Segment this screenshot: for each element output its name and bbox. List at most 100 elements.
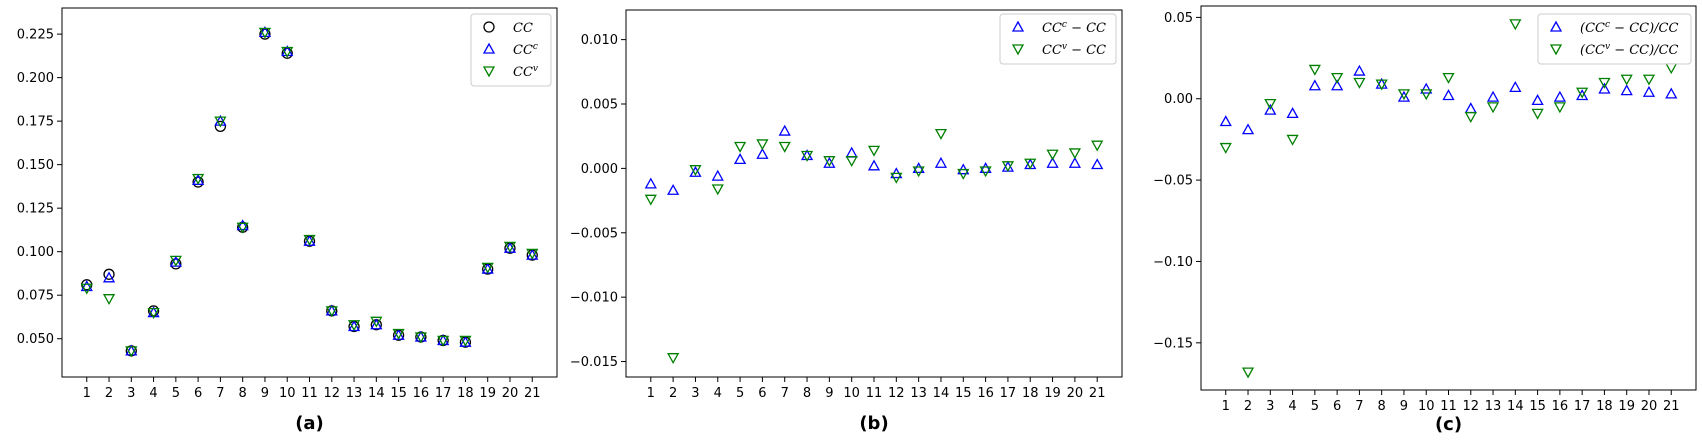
data-point-triangle-down	[756, 139, 769, 151]
x-tick-label: 13	[346, 386, 363, 401]
legend: (CCc − CC)/CC (CCv − CC)/CC	[1537, 13, 1692, 65]
panel-b: 1 2 3 4 5 6 7 8 9 10 11 12 13 14 15 16 17 18 19 20 210.0100.…	[570, 9, 1123, 434]
data-point-triangle-up	[1642, 85, 1656, 97]
y-tick-label: −0.05	[1153, 174, 1193, 189]
x-tick-label: 9	[261, 386, 269, 401]
x-tick-label: 2	[105, 386, 113, 401]
legend-marker-triangle-up	[1011, 20, 1025, 32]
y-tick-label: −0.15	[1153, 336, 1193, 351]
data-point-triangle-down	[867, 145, 881, 157]
data-point-triangle-down	[979, 166, 992, 178]
plot-frame	[625, 9, 1123, 378]
x-tick-label: 11	[1440, 399, 1457, 414]
data-point-triangle-up	[823, 156, 836, 168]
x-tick-label: 3	[1266, 399, 1274, 414]
data-point-triangle-down	[1091, 140, 1104, 152]
data-point-triangle-down	[370, 316, 383, 328]
data-point-triangle-up	[1553, 90, 1566, 102]
x-tick-label: 2	[1244, 399, 1252, 414]
data-point-triangle-up	[1046, 156, 1059, 168]
data-point-triangle-up	[1091, 158, 1104, 170]
y-tick-label: −0.005	[570, 226, 618, 241]
data-point-triangle-down	[845, 156, 858, 168]
legend: CCc − CC CCv − CC	[999, 13, 1117, 65]
x-tick-label: 7	[216, 386, 224, 401]
data-point-triangle-up	[102, 271, 116, 283]
data-point-triangle-up	[689, 165, 702, 177]
y-tick-label: 0.175	[17, 115, 54, 130]
data-point-triangle-down	[1420, 89, 1433, 101]
data-point-circle	[103, 268, 115, 280]
data-point-triangle-down	[1642, 74, 1656, 86]
data-point-triangle-down	[1331, 72, 1344, 84]
x-tick-label: 18	[1596, 399, 1613, 414]
data-point-triangle-up	[979, 162, 992, 174]
data-point-triangle-down	[1068, 148, 1081, 160]
data-point-circle	[281, 47, 293, 59]
data-point-triangle-down	[689, 165, 702, 177]
x-tick-label: 17	[1574, 399, 1591, 414]
data-point-triangle-down	[347, 320, 361, 332]
x-tick-label: 7	[1355, 399, 1363, 414]
data-point-triangle-down	[1620, 74, 1633, 86]
data-point-triangle-up	[1576, 89, 1589, 101]
data-point-triangle-down	[667, 353, 680, 365]
data-point-triangle-up	[1353, 64, 1366, 76]
legend: CC CCc CCv	[470, 13, 552, 87]
data-point-triangle-up	[644, 177, 657, 189]
data-point-triangle-down	[934, 128, 948, 140]
data-point-triangle-down	[1665, 63, 1678, 75]
data-point-triangle-down	[1264, 98, 1277, 110]
x-tick-label: 6	[1333, 399, 1341, 414]
data-point-triangle-down	[1286, 134, 1299, 146]
data-point-triangle-down	[733, 141, 747, 153]
x-tick-label: 12	[1463, 399, 1480, 414]
data-point-triangle-down	[459, 335, 472, 347]
legend-label: (CCc − CC)/CC	[1580, 20, 1678, 36]
data-point-triangle-down	[125, 346, 138, 358]
data-point-triangle-down	[437, 335, 450, 347]
legend-label: CCc − CC	[1042, 20, 1106, 36]
x-tick-label: 3	[691, 386, 699, 401]
data-point-triangle-down	[102, 294, 116, 306]
data-point-triangle-up	[1308, 79, 1321, 91]
data-point-triangle-up	[1264, 103, 1277, 115]
x-tick-label: 5	[1311, 399, 1319, 414]
x-tick-label: 8	[239, 386, 247, 401]
data-point-triangle-up	[733, 153, 747, 165]
x-tick-label: 12	[324, 386, 341, 401]
data-point-triangle-down	[325, 306, 338, 318]
data-point-triangle-up	[1219, 115, 1232, 127]
x-tick-label: 15	[955, 386, 972, 401]
data-point-triangle-down	[1509, 19, 1522, 31]
data-point-triangle-up	[845, 146, 858, 158]
data-point-triangle-down	[526, 248, 539, 260]
legend-label: CCc	[513, 42, 538, 58]
data-point-triangle-down	[823, 156, 836, 168]
data-point-triangle-up	[1068, 156, 1081, 168]
x-tick-label: 3	[127, 386, 135, 401]
x-tick-label: 19	[1618, 399, 1635, 414]
data-point-triangle-up	[711, 169, 724, 181]
legend-marker-triangle-up	[1549, 20, 1563, 32]
x-tick-label: 16	[413, 386, 430, 401]
data-point-triangle-up	[867, 159, 881, 171]
x-tick-label: 9	[1400, 399, 1408, 414]
x-tick-label: 21	[524, 386, 541, 401]
data-point-triangle-down	[1397, 89, 1411, 101]
data-point-triangle-down	[800, 150, 814, 162]
legend-marker-triangle-down	[482, 66, 496, 78]
data-point-triangle-down	[1219, 142, 1232, 154]
data-point-triangle-up	[1464, 102, 1477, 114]
data-point-triangle-up	[1397, 90, 1411, 102]
data-point-triangle-down	[1464, 111, 1477, 123]
panel-caption: (c)	[1435, 414, 1462, 435]
x-tick-label: 21	[1663, 399, 1680, 414]
x-tick-label: 18	[457, 386, 474, 401]
legend-marker-triangle-down	[1549, 44, 1563, 56]
panel-c: 1 2 3 4 5 6 7 8 9 10 11 12 13 14 15 16 17 18 19 20 210.050.0…	[1153, 5, 1697, 435]
legend-marker-triangle-down	[1011, 44, 1025, 56]
x-tick-label: 17	[1000, 386, 1017, 401]
x-tick-label: 6	[758, 386, 766, 401]
x-tick-label: 19	[1044, 386, 1061, 401]
